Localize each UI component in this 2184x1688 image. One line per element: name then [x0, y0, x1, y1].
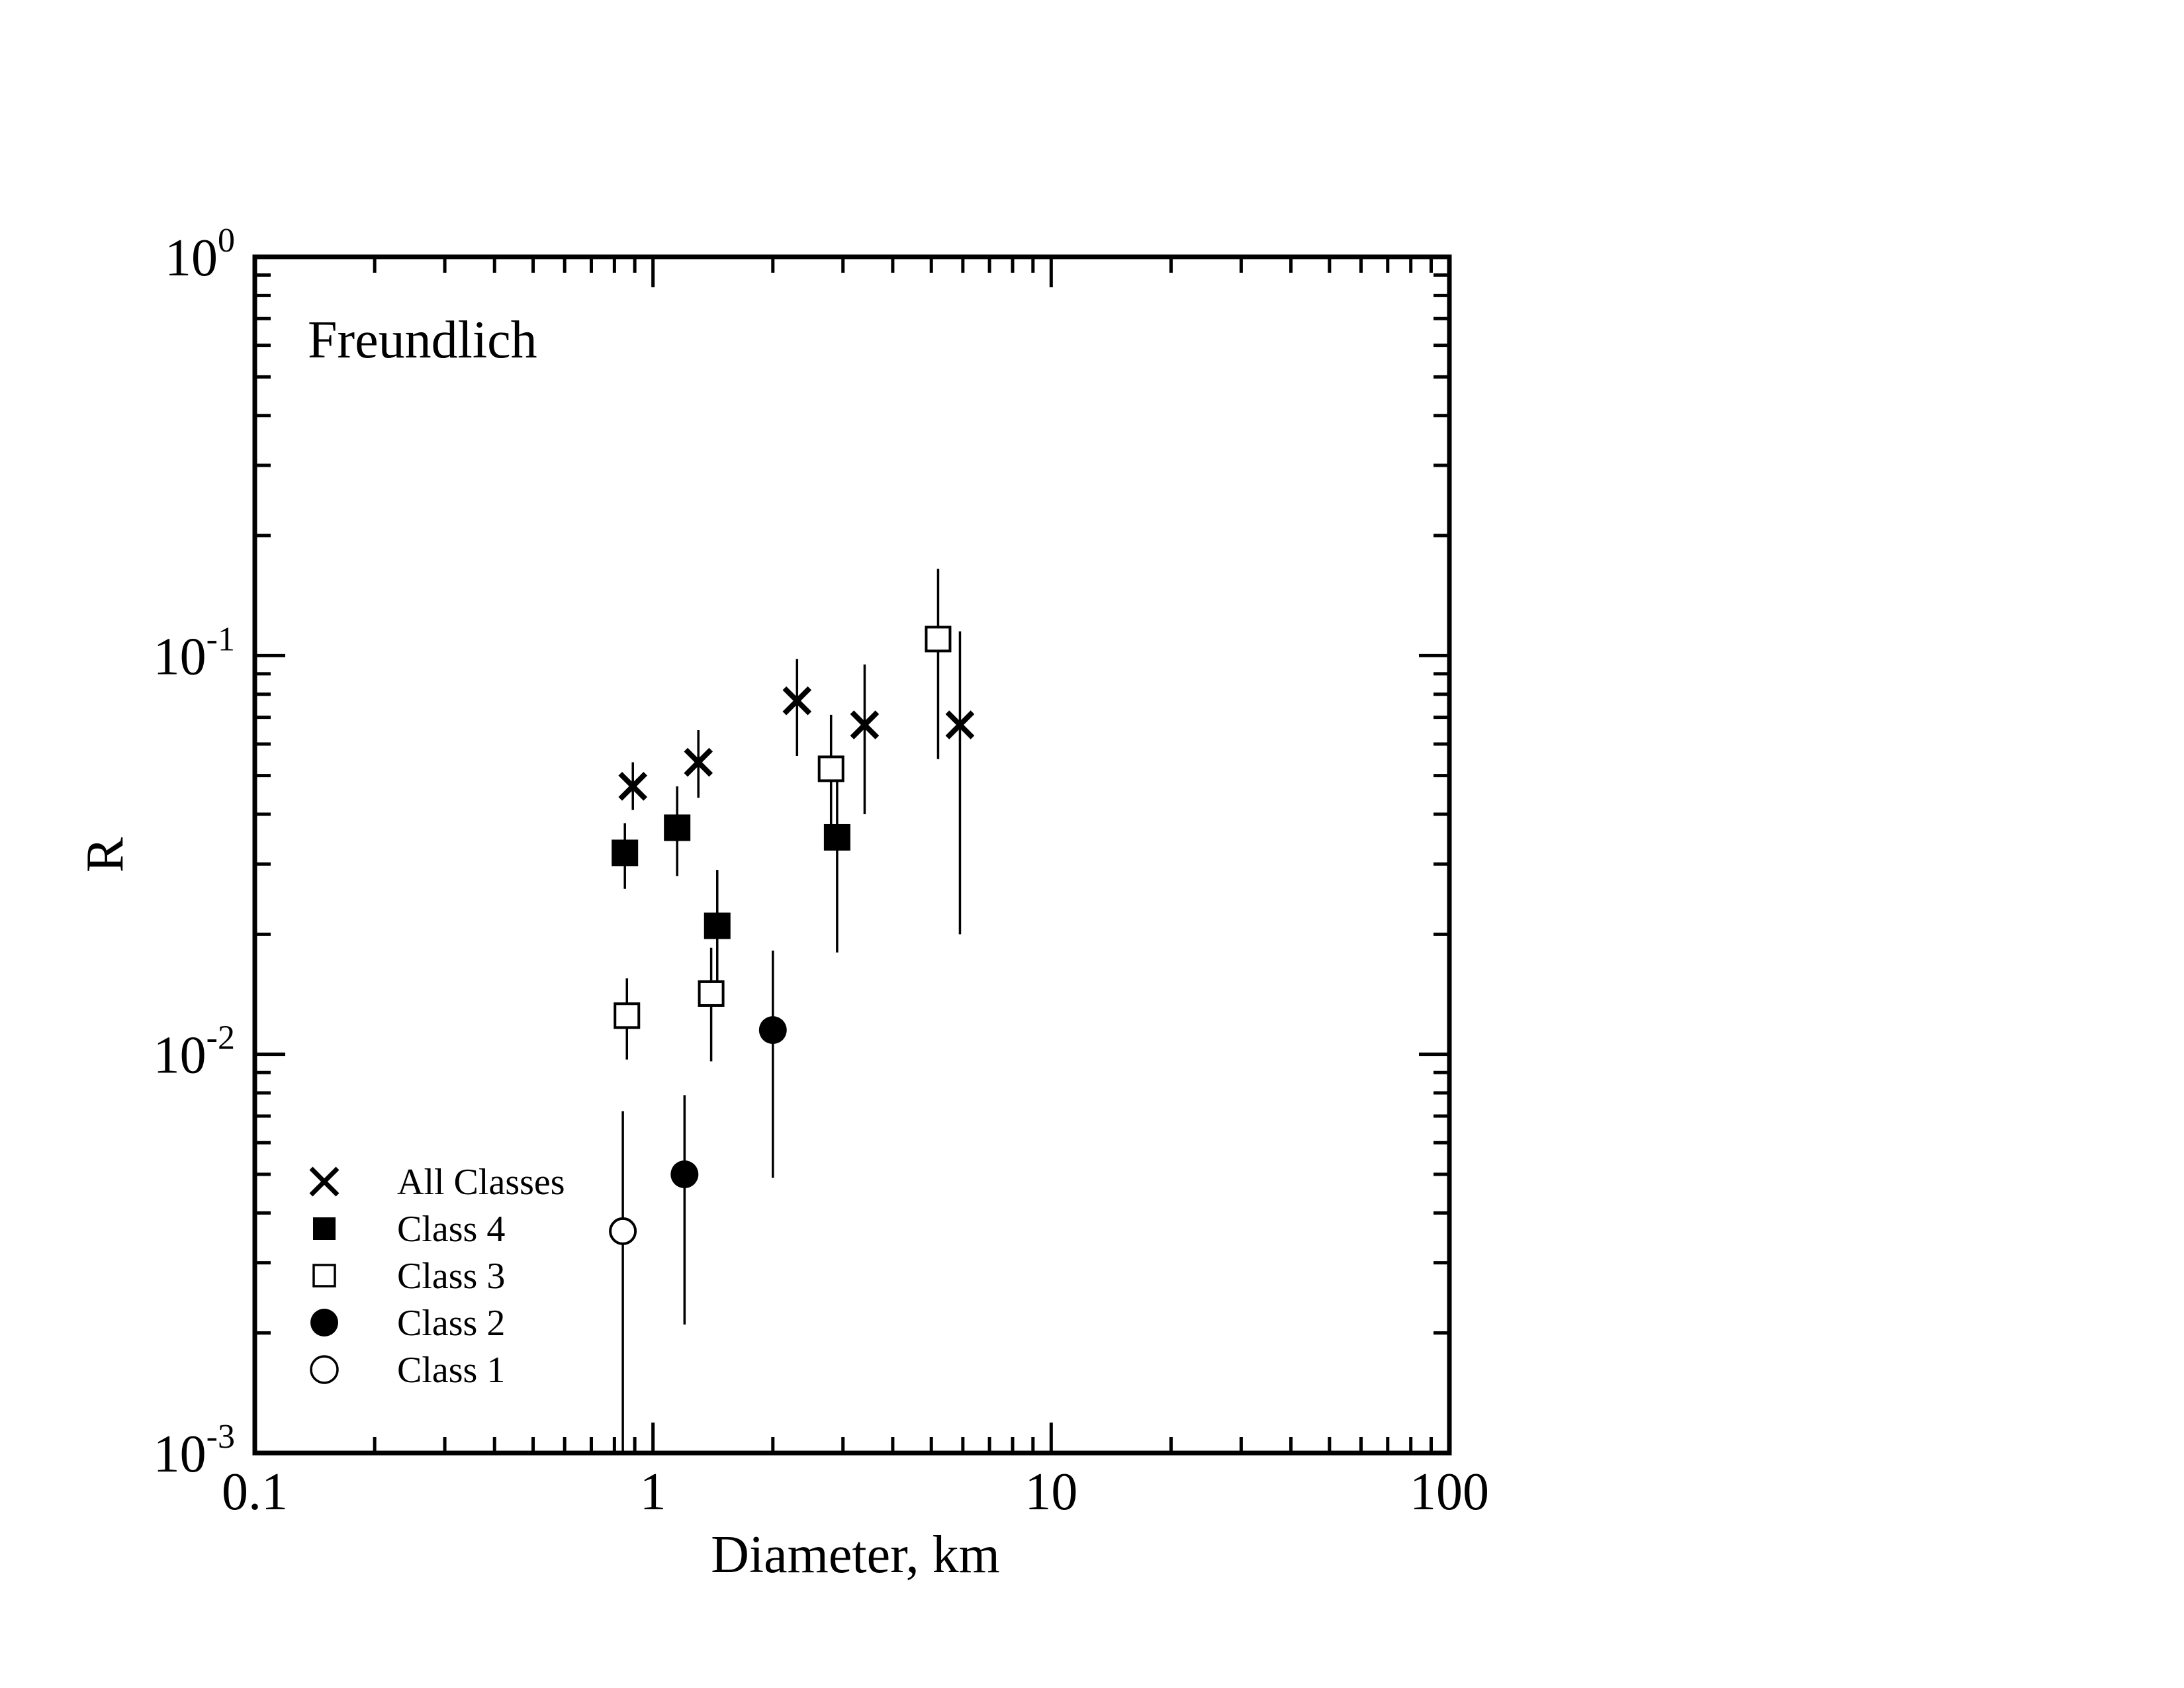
legend-marker	[310, 1355, 339, 1384]
x-axis-label: Diameter, km	[711, 1526, 1000, 1584]
error-bars	[621, 569, 962, 1453]
data-point	[925, 626, 952, 653]
y-tick-label: 10-2	[154, 1019, 235, 1085]
x-tick-label: 10	[1024, 1463, 1077, 1521]
data-point	[782, 686, 812, 716]
legend-marker	[313, 1217, 336, 1240]
y-tick-label: 10-1	[154, 620, 235, 686]
data-point	[823, 823, 850, 851]
legend-marker	[312, 1264, 336, 1288]
data-point	[704, 912, 731, 939]
y-axis-label: R	[76, 837, 134, 872]
x-tick-labels: 0.1 1 10 100	[222, 1463, 1489, 1521]
data-markers	[609, 626, 975, 1245]
y-tick-label: 100	[165, 222, 235, 287]
data-point	[614, 1002, 641, 1029]
legend-item: All Classes	[309, 1162, 565, 1203]
data-point	[612, 839, 639, 867]
y-tick-label: 10-3	[154, 1418, 235, 1483]
x-tick-label: 1	[640, 1463, 666, 1521]
chart-annotation: Freundlich	[308, 311, 537, 369]
x-tick-label: 0.1	[222, 1463, 288, 1521]
data-point	[698, 980, 725, 1007]
data-point	[817, 755, 844, 782]
legend-label: Class 1	[397, 1350, 505, 1391]
x-tick-label: 100	[1410, 1463, 1489, 1521]
legend-label: All Classes	[397, 1162, 565, 1203]
y-tick-labels: 10-3 10-2 10-1 100	[154, 222, 235, 1483]
data-point	[609, 1217, 637, 1245]
data-point	[670, 1160, 699, 1188]
legend-marker	[309, 1166, 340, 1197]
legend: All Classes Class 4 Class 3 Class 2 Class 1	[309, 1162, 565, 1391]
legend-label: Class 2	[397, 1303, 505, 1344]
legend-item: Class 2	[310, 1303, 505, 1344]
legend-label: Class 3	[397, 1256, 505, 1297]
legend-marker	[310, 1309, 338, 1336]
legend-item: Class 1	[310, 1350, 505, 1391]
data-point	[945, 710, 975, 739]
data-point	[684, 747, 713, 777]
plot-frame	[252, 254, 1452, 1456]
axis-ticks	[255, 257, 1449, 1453]
data-point	[850, 710, 880, 739]
data-point	[664, 814, 691, 841]
legend-label: Class 4	[397, 1209, 505, 1250]
data-point	[758, 1016, 787, 1045]
legend-item: Class 4	[313, 1209, 505, 1250]
data-point	[618, 772, 648, 801]
legend-item: Class 3	[312, 1256, 505, 1297]
